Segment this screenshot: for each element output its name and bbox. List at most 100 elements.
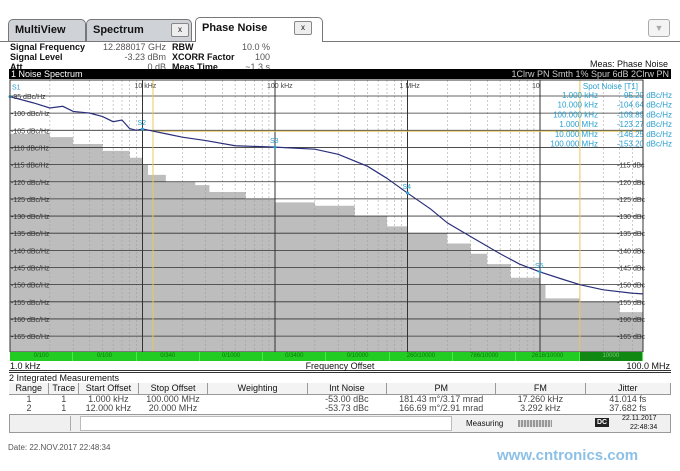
- y-tick-label-right: -145 dBc: [617, 266, 646, 273]
- y-tick-label-left: -115 dBc/Hz: [11, 163, 49, 170]
- y-tick-label-left: -100 dBc/Hz: [11, 111, 50, 118]
- column-header: Int Noise: [307, 383, 388, 395]
- table-cell: 181.43 m°/3.17 mrad: [399, 393, 484, 404]
- spot-noise-freq: 10.000 MHz: [555, 130, 598, 139]
- trace-info: 1Clrw PN Smth 1% Spur 6dB 2Clrw PN: [511, 69, 669, 79]
- tab-label: Phase Noise: [202, 22, 268, 34]
- integrated-table: Range Trace Start Offset Stop Offset Weighti…: [9, 383, 672, 413]
- y-tick-label-left: -135 dBc/Hz: [11, 231, 50, 238]
- marker-label: S1: [12, 85, 21, 92]
- column-header: PM: [386, 383, 497, 395]
- marker-point[interactable]: [273, 145, 277, 149]
- progress-indicator: [518, 420, 552, 427]
- table-cell: -53.73 dBc: [325, 402, 369, 413]
- y-tick-label-left: -130 dBc/Hz: [11, 214, 50, 221]
- info-label: XCORR Factor: [172, 52, 235, 62]
- table-cell: 1: [61, 402, 67, 413]
- info-label: RBW: [172, 42, 194, 52]
- column-header: Jitter: [585, 383, 672, 395]
- x-tick-label: 10 kHz: [135, 83, 157, 90]
- table-cell: 2: [26, 402, 32, 413]
- progress-segment: 786/10000: [453, 352, 517, 361]
- dc-badge: DC: [595, 418, 610, 427]
- marker-point[interactable]: [406, 191, 409, 195]
- message-field: [80, 416, 452, 431]
- y-tick-label-left: -120 dBc/Hz: [11, 180, 50, 187]
- table-cell: 41.014 fs: [609, 393, 647, 404]
- info-label: Signal Frequency: [10, 42, 86, 52]
- y-tick-label-right: -130 dBc: [617, 214, 646, 221]
- table-cell: 17.260 kHz: [517, 393, 564, 404]
- spot-noise-freq: 10.000 kHz: [558, 101, 598, 110]
- spot-noise-freq: 1.000 kHz: [562, 91, 598, 100]
- footer-date: Date: 22.NOV.2017 22:48:34: [8, 443, 111, 452]
- y-tick-label-left: -125 dBc/Hz: [11, 197, 50, 204]
- progress-segment: 0/100: [73, 352, 137, 361]
- spot-noise-freq: 1.000 MHz: [559, 120, 598, 129]
- progress-segment: 0/340: [137, 352, 200, 361]
- marker-point[interactable]: [141, 127, 144, 131]
- chevron-down-icon[interactable]: ▼: [648, 19, 670, 37]
- marker-label: S5: [535, 263, 544, 270]
- y-tick-label-left: -140 dBc/Hz: [11, 248, 50, 255]
- column-header: Range: [9, 383, 50, 395]
- y-tick-label-left: -150 dBc/Hz: [11, 283, 50, 290]
- table-cell: 20.000 MHz: [148, 402, 198, 413]
- y-tick-label-right: -140 dBc: [617, 248, 646, 255]
- progress-segment: 0/1000: [200, 352, 264, 361]
- table-cell: 1: [26, 393, 32, 404]
- divider: [0, 41, 680, 42]
- close-icon[interactable]: x: [171, 23, 189, 37]
- status-time: 22:48:34: [630, 424, 658, 431]
- x-stop-label: 100.0 MHz: [626, 361, 670, 371]
- y-tick-label-left: -145 dBc/Hz: [11, 266, 50, 273]
- table-cell: 12.000 kHz: [85, 402, 132, 413]
- spot-noise-value: -104.64 dBc/Hz: [617, 101, 672, 110]
- info-row: RBW 10.0 %: [172, 42, 270, 52]
- progress-segment: 0/10000: [326, 352, 390, 361]
- progress-segment: 2618/10000: [516, 352, 580, 361]
- tab-label: Spectrum: [93, 24, 144, 36]
- tab-spectrum[interactable]: Spectrum x: [86, 19, 192, 41]
- progress-bar: 0/100 0/100 0/340 0/1000 0/3400 0/10000 260/10…: [10, 352, 643, 361]
- window-title: 1 Noise Spectrum: [11, 69, 83, 79]
- table-cell: [208, 404, 307, 413]
- tab-phase-noise[interactable]: Phase Noise x: [195, 17, 323, 42]
- window-title-bar: 1 Noise Spectrum 1Clrw PN Smth 1% Spur 6d…: [9, 69, 671, 79]
- progress-segment: 0/100: [10, 352, 74, 361]
- table-cell: 37.682 fs: [609, 402, 647, 413]
- status-date: 22.11.2017: [622, 415, 657, 422]
- spot-noise-value: -123.27 dBc/Hz: [617, 120, 672, 129]
- progress-segment: 10000: [579, 352, 643, 361]
- column-header: Start Offset: [78, 383, 139, 395]
- info-row: Att 0 dB: [10, 62, 166, 72]
- close-icon[interactable]: x: [294, 21, 312, 35]
- correlation-limit-area: [10, 133, 643, 352]
- tab-multiview[interactable]: MultiView: [8, 19, 86, 41]
- marker-label: S3: [270, 138, 279, 145]
- y-tick-label-right: -160 dBc: [617, 317, 646, 324]
- marker-point[interactable]: [538, 270, 542, 274]
- spot-noise-value: -95.20 dBc/Hz: [621, 91, 672, 100]
- info-row: Signal Frequency 12.288017 GHz: [10, 42, 166, 52]
- meas-mode: Meas: Phase Noise: [589, 59, 668, 69]
- spot-noise-value: -146.25 dBc/Hz: [617, 130, 672, 139]
- info-value: 0 dB: [147, 62, 166, 72]
- progress-segment: 0/3400: [263, 352, 327, 361]
- plot-border: [9, 79, 644, 352]
- y-tick-label-right: -155 dBc: [617, 300, 646, 307]
- info-value: ~1.3 s: [245, 62, 270, 72]
- y-tick-label-left: -105 dBc/Hz: [11, 128, 50, 135]
- y-tick-label-left: -165 dBc/Hz: [11, 334, 50, 341]
- tab-bar: MultiView Spectrum x Phase Noise x: [0, 17, 680, 42]
- y-tick-label-left: -110 dBc/Hz: [11, 145, 49, 152]
- integrated-title: 2 Integrated Measurements: [9, 372, 671, 384]
- spot-noise-title: Spot Noise [T1]: [583, 82, 638, 91]
- table-cell: 166.69 m°/2.91 mrad: [399, 402, 484, 413]
- y-tick-label-left: -155 dBc/Hz: [11, 300, 50, 307]
- phase-noise-chart: 10 kHz 100 kHz 1 MHz 10 -95 dBc/Hz -100 dBc/H…: [8, 79, 672, 352]
- info-value: 12.288017 GHz: [102, 42, 166, 52]
- x-tick-label: 100 kHz: [267, 83, 293, 90]
- info-value: -3.23 dBm: [124, 52, 166, 62]
- table-cell: -53.00 dBc: [325, 393, 369, 404]
